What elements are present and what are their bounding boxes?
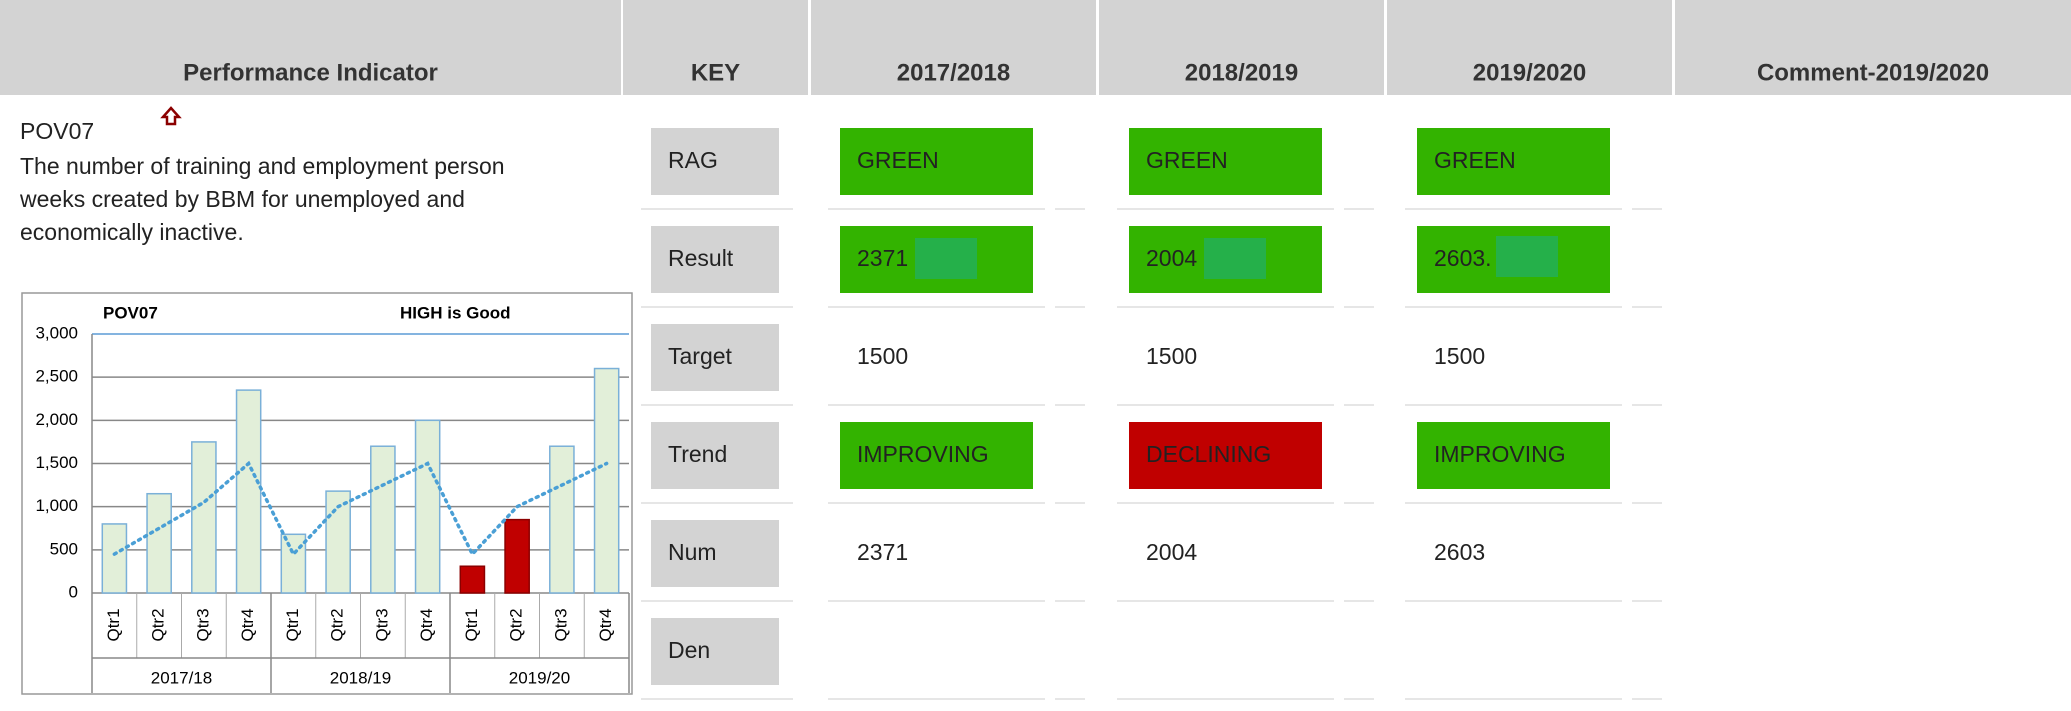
bar bbox=[459, 565, 486, 594]
y-tick-label: 0 bbox=[69, 582, 78, 601]
trend-arrow-icon bbox=[160, 106, 182, 126]
x-tick-label: Qtr4 bbox=[417, 608, 436, 641]
x-tick-label: Qtr3 bbox=[551, 608, 570, 641]
y-tick-label: 500 bbox=[50, 539, 78, 558]
header-label: Performance Indicator bbox=[183, 59, 438, 86]
bar bbox=[593, 367, 620, 594]
target-line bbox=[112, 460, 609, 558]
key-cell bbox=[651, 520, 779, 587]
cell-value: 1500 bbox=[1434, 343, 1485, 369]
key-cell bbox=[651, 422, 779, 489]
cell-value: 2004 bbox=[1146, 245, 1197, 271]
bar bbox=[549, 445, 575, 594]
redaction-box bbox=[915, 238, 977, 279]
y-tick-label: 1,000 bbox=[35, 496, 78, 515]
x-tick-label: Qtr2 bbox=[328, 608, 347, 641]
key-label: RAG bbox=[668, 147, 718, 173]
header-label: 2019/2020 bbox=[1473, 59, 1586, 86]
y-tick-label: 2,500 bbox=[35, 367, 78, 386]
header-label: 2018/2019 bbox=[1185, 59, 1298, 86]
bar bbox=[280, 533, 307, 594]
cell-value: GREEN bbox=[1146, 147, 1228, 173]
bar bbox=[504, 518, 530, 594]
bar bbox=[191, 441, 217, 594]
cell-value: IMPROVING bbox=[1434, 441, 1566, 467]
x-tick-label: Qtr2 bbox=[149, 608, 168, 641]
header-cell bbox=[623, 0, 808, 95]
bar bbox=[370, 445, 396, 594]
cell-value: GREEN bbox=[1434, 147, 1516, 173]
cell-value: 2603. bbox=[1434, 245, 1492, 271]
cell-value: 1500 bbox=[1146, 343, 1197, 369]
header-label: Comment-2019/2020 bbox=[1757, 59, 1989, 86]
header-cell bbox=[811, 0, 1096, 95]
status-cell bbox=[1417, 128, 1610, 195]
status-cell bbox=[1129, 128, 1322, 195]
status-cell bbox=[1129, 422, 1322, 489]
x-tick-label: Qtr1 bbox=[104, 608, 123, 641]
cell-value: 2371 bbox=[857, 539, 908, 565]
redaction-box bbox=[1204, 238, 1266, 279]
x-tick-label: Qtr1 bbox=[283, 608, 302, 641]
x-tick-label: Qtr3 bbox=[372, 608, 391, 641]
indicator-description: weeks created by BBM for unemployed and bbox=[19, 186, 465, 212]
cell-value: DECLINING bbox=[1146, 441, 1271, 467]
key-label: Result bbox=[668, 245, 734, 271]
status-cell bbox=[840, 128, 1033, 195]
redaction bbox=[915, 236, 1558, 279]
x-tick-label: Qtr4 bbox=[238, 608, 257, 641]
indicator-code: POV07 bbox=[20, 118, 94, 144]
key-cell bbox=[651, 618, 779, 685]
key-label: Den bbox=[668, 637, 710, 663]
key-cell bbox=[651, 226, 779, 293]
bar bbox=[414, 419, 441, 594]
x-tick-label: Qtr2 bbox=[507, 608, 526, 641]
status-cell bbox=[1417, 422, 1610, 489]
group-label: 2017/18 bbox=[151, 668, 212, 687]
key-label: Num bbox=[668, 539, 717, 565]
cell-value: 2603 bbox=[1434, 539, 1485, 565]
bar bbox=[101, 523, 128, 594]
bar bbox=[235, 389, 262, 594]
status-cell bbox=[840, 422, 1033, 489]
cell-value: GREEN bbox=[857, 147, 939, 173]
x-tick-label: Qtr4 bbox=[596, 608, 615, 641]
header-label: 2017/2018 bbox=[897, 59, 1010, 86]
chart-title: POV07 bbox=[103, 303, 158, 322]
y-tick-label: 1,500 bbox=[35, 453, 78, 472]
redaction-box bbox=[1496, 236, 1558, 277]
indicator-description: The number of training and employment pe… bbox=[20, 153, 505, 179]
header-cell bbox=[1099, 0, 1384, 95]
cell-value: IMPROVING bbox=[857, 441, 989, 467]
y-tick-label: 3,000 bbox=[35, 323, 78, 342]
cell-value: 1500 bbox=[857, 343, 908, 369]
header-label: KEY bbox=[691, 59, 740, 86]
x-tick-label: Qtr1 bbox=[462, 608, 481, 641]
group-label: 2019/20 bbox=[509, 668, 570, 687]
x-tick-label: Qtr3 bbox=[193, 608, 212, 641]
key-cell bbox=[651, 128, 779, 195]
key-label: Target bbox=[668, 343, 733, 369]
key-cell bbox=[651, 324, 779, 391]
header-cell bbox=[0, 0, 621, 95]
cell-value: 2004 bbox=[1146, 539, 1197, 565]
cell-value: 2371 bbox=[857, 245, 908, 271]
header-cell bbox=[1675, 0, 2071, 95]
header-cell bbox=[1387, 0, 1672, 95]
indicator-description: economically inactive. bbox=[20, 219, 244, 245]
chart-annotation: HIGH is Good bbox=[400, 303, 511, 322]
key-label: Trend bbox=[668, 441, 727, 467]
group-label: 2018/19 bbox=[330, 668, 391, 687]
bar bbox=[146, 492, 172, 594]
y-tick-label: 2,000 bbox=[35, 410, 78, 429]
